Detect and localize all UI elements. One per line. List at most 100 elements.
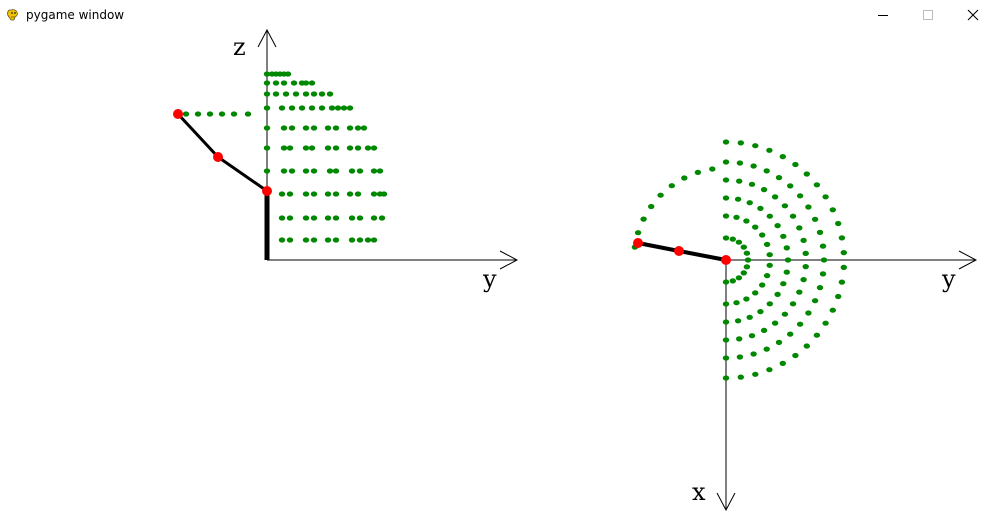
side-workspace-point xyxy=(263,80,271,86)
top-workspace-point xyxy=(729,236,736,242)
top-workspace-point xyxy=(811,216,819,222)
top-workspace-point xyxy=(681,175,688,181)
side-workspace-point xyxy=(356,237,364,243)
side-workspace-point xyxy=(263,91,271,97)
top-workspace-point xyxy=(722,195,730,201)
top-workspace-point xyxy=(784,257,792,263)
top-workspace-point xyxy=(813,182,821,188)
top-workspace-point xyxy=(822,194,829,200)
close-button[interactable] xyxy=(950,0,995,30)
top-workspace-point xyxy=(722,177,730,183)
top-workspace-point xyxy=(835,293,842,300)
side-workspace-point xyxy=(298,105,306,111)
close-icon xyxy=(967,9,979,21)
side-workspace-point xyxy=(310,125,318,131)
top-workspace-point xyxy=(766,252,773,258)
side-workspace-point xyxy=(332,237,340,243)
y-axis-label: y xyxy=(482,265,497,293)
side-workspace-point xyxy=(282,91,290,97)
side-workspace-point xyxy=(182,111,190,117)
top-workspace-point xyxy=(752,290,759,296)
side-workspace-point xyxy=(278,215,286,221)
side-arm-joint xyxy=(213,152,223,162)
side-workspace-point xyxy=(280,145,288,151)
top-workspace-point xyxy=(780,233,787,239)
side-workspace-point xyxy=(354,145,362,151)
side-workspace-point xyxy=(278,237,286,243)
top-workspace-point xyxy=(760,187,768,193)
side-workspace-point xyxy=(288,105,296,111)
side-workspace-point xyxy=(364,237,372,243)
top-workspace-point xyxy=(752,224,759,230)
side-workspace-point xyxy=(324,125,332,131)
top-view: x y xyxy=(631,139,978,512)
top-workspace-point xyxy=(792,161,799,168)
side-workspace-point xyxy=(284,71,292,77)
side-workspace-point xyxy=(310,91,318,97)
side-workspace-point xyxy=(310,237,318,243)
top-workspace-point xyxy=(709,166,716,172)
top-workspace-point xyxy=(746,314,753,320)
side-workspace-point xyxy=(380,191,388,197)
top-workspace-point xyxy=(640,216,647,222)
top-workspace-point xyxy=(829,307,836,313)
side-workspace-point xyxy=(370,215,378,221)
maximize-button[interactable] xyxy=(905,0,951,30)
side-workspace-point xyxy=(310,191,318,197)
top-workspace-point xyxy=(722,337,730,343)
top-view-axes xyxy=(716,250,978,512)
side-workspace-point xyxy=(286,191,294,197)
side-workspace-point xyxy=(332,145,340,151)
side-workspace-point xyxy=(310,168,318,174)
side-workspace-point xyxy=(324,145,332,151)
top-workspace-point xyxy=(802,250,809,256)
top-workspace-point xyxy=(744,257,752,263)
top-workspace-point xyxy=(763,273,771,279)
top-workspace-point xyxy=(781,311,789,317)
side-workspace-point xyxy=(302,91,310,97)
side-workspace-point xyxy=(354,191,362,197)
top-workspace-point xyxy=(775,175,783,181)
top-workspace-point xyxy=(740,270,747,276)
side-workspace-point xyxy=(348,215,356,221)
side-workspace-point xyxy=(280,125,288,131)
top-workspace-point xyxy=(736,354,744,360)
side-workspace-point xyxy=(272,91,280,97)
top-workspace-point xyxy=(805,204,812,210)
side-workspace-point xyxy=(328,105,336,111)
top-workspace-point xyxy=(781,203,789,209)
top-workspace-point xyxy=(760,327,768,333)
top-workspace-point xyxy=(743,218,750,224)
top-workspace-point xyxy=(792,352,799,359)
top-workspace-point xyxy=(746,200,753,206)
side-workspace-point xyxy=(318,105,326,111)
top-workspace-point xyxy=(780,281,787,287)
z-axis-label: z xyxy=(233,33,246,61)
side-workspace-point xyxy=(376,168,384,174)
top-workspace-point xyxy=(733,300,740,306)
top-workspace-point xyxy=(820,257,828,263)
top-workspace-points xyxy=(631,139,847,381)
side-workspace-point xyxy=(310,215,318,221)
side-workspace-point xyxy=(348,168,356,174)
top-workspace-point xyxy=(734,196,742,202)
side-workspace-point xyxy=(356,215,364,221)
top-workspace-point xyxy=(816,229,824,235)
top-arm-base-joint xyxy=(721,255,731,265)
y-axis-label: y xyxy=(941,265,956,293)
top-workspace-point xyxy=(774,291,781,297)
side-workspace-point xyxy=(272,80,280,86)
z-axis-arrow xyxy=(257,28,277,48)
maximize-icon xyxy=(923,10,933,20)
side-workspace-point xyxy=(206,111,214,117)
minimize-button[interactable] xyxy=(860,0,906,30)
side-workspace-point xyxy=(302,145,310,151)
top-workspace-point xyxy=(787,183,794,189)
top-workspace-point xyxy=(796,193,804,199)
side-workspace-point xyxy=(280,80,288,86)
top-workspace-point xyxy=(668,183,675,189)
side-workspace-point xyxy=(324,215,332,221)
top-workspace-point xyxy=(803,343,810,349)
top-workspace-point xyxy=(743,264,751,270)
top-workspace-point xyxy=(766,301,773,307)
